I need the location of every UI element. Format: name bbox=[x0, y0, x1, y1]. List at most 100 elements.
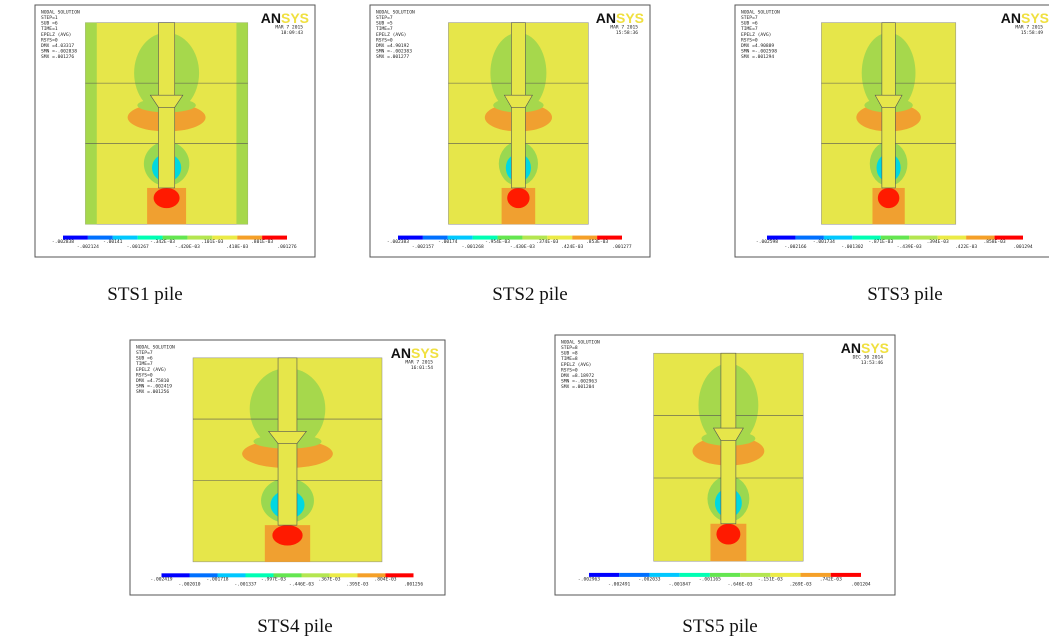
colorbar-swatch bbox=[262, 236, 287, 240]
panel-caption: STS2 pile bbox=[492, 284, 567, 305]
colorbar-label: -.001267 bbox=[127, 244, 149, 250]
timestamp: 13:53:46 bbox=[861, 360, 883, 366]
contour-red bbox=[507, 188, 529, 208]
colorbar-swatch bbox=[274, 573, 302, 577]
header-line: STEP=7 bbox=[741, 15, 758, 21]
colorbar-label: .269E-03 bbox=[789, 581, 811, 587]
header-line: DMX =4.03317 bbox=[41, 43, 74, 49]
colorbar-label: -.002157 bbox=[412, 244, 434, 250]
header-line: RSYS=0 bbox=[41, 37, 58, 43]
colorbar-label: .395E-03 bbox=[346, 582, 368, 588]
colorbar-label: -.420E-03 bbox=[175, 244, 200, 250]
logo-right: SYS bbox=[281, 10, 309, 26]
colorbar-swatch bbox=[246, 573, 274, 577]
colorbar-swatch bbox=[187, 236, 212, 240]
header-line: NODAL SOLUTION bbox=[136, 344, 175, 350]
colorbar-swatch bbox=[767, 236, 795, 240]
colorbar-label: -.342E-03 bbox=[150, 239, 175, 245]
contour-red bbox=[154, 188, 180, 208]
colorbar-label: .374E-03 bbox=[536, 239, 558, 245]
timestamp: MAR 7 2015 bbox=[610, 24, 638, 30]
logo-right: SYS bbox=[616, 10, 644, 26]
header-line: SMN =-.002963 bbox=[561, 379, 597, 385]
header-line: TIME=1 bbox=[41, 26, 58, 32]
header-line: RSYS=0 bbox=[136, 372, 153, 378]
colorbar-swatch bbox=[795, 236, 823, 240]
contour-side bbox=[85, 23, 96, 225]
timestamp: 16:01:54 bbox=[411, 365, 433, 371]
contour-red bbox=[716, 524, 740, 545]
colorbar-swatch bbox=[398, 236, 423, 240]
colorbar-swatch bbox=[162, 573, 190, 577]
header-line: NODAL SOLUTION bbox=[741, 9, 780, 15]
timestamp: MAR 7 2015 bbox=[405, 359, 433, 365]
contour-red bbox=[878, 188, 900, 208]
logo-right: SYS bbox=[861, 340, 889, 356]
header-line: STEP=7 bbox=[376, 15, 393, 21]
colorbar-label: -.446E-03 bbox=[289, 582, 314, 588]
header-line: SMN =-.002838 bbox=[41, 49, 77, 55]
colorbar-label: .801E-03 bbox=[251, 239, 273, 245]
colorbar-swatch bbox=[801, 573, 831, 577]
logo-right: SYS bbox=[1021, 10, 1049, 26]
header-line: SMX =.001277 bbox=[376, 54, 409, 60]
colorbar-swatch bbox=[770, 573, 800, 577]
colorbar-swatch bbox=[302, 573, 330, 577]
colorbar-label: -.001337 bbox=[234, 582, 256, 588]
panel-caption: STS5 pile bbox=[682, 616, 757, 637]
timestamp: DEC 30 2014 bbox=[853, 354, 884, 360]
colorbar-swatch bbox=[938, 236, 966, 240]
colorbar-swatch bbox=[649, 573, 679, 577]
colorbar-label: -.001302 bbox=[841, 244, 863, 250]
colorbar-swatch bbox=[909, 236, 937, 240]
colorbar-swatch bbox=[831, 573, 861, 577]
header-line: RSYS=0 bbox=[741, 37, 758, 43]
header-line: SMX =.001276 bbox=[41, 54, 74, 60]
colorbar-swatch bbox=[995, 236, 1023, 240]
colorbar-label: .001276 bbox=[277, 244, 297, 250]
header-line: SMX =.001204 bbox=[561, 384, 594, 390]
colorbar-swatch bbox=[330, 573, 358, 577]
colorbar-label: .367E-03 bbox=[318, 577, 340, 583]
colorbar-label: -.002010 bbox=[178, 582, 200, 588]
logo-left: AN bbox=[391, 345, 411, 361]
colorbar-swatch bbox=[547, 236, 572, 240]
colorbar-label: .001277 bbox=[612, 244, 632, 250]
colorbar-label: -.954E-03 bbox=[485, 239, 510, 245]
colorbar-swatch bbox=[881, 236, 909, 240]
colorbar-swatch bbox=[113, 236, 138, 240]
colorbar-swatch bbox=[522, 236, 547, 240]
contour-side bbox=[236, 23, 247, 225]
header-line: SMN =-.002598 bbox=[741, 49, 777, 55]
colorbar-swatch bbox=[88, 236, 113, 240]
colorbar-label: -.001734 bbox=[813, 239, 835, 245]
header-line: SUB =6 bbox=[741, 21, 758, 27]
colorbar-label: -.002124 bbox=[77, 244, 99, 250]
header-line: EPELZ (AVG) bbox=[136, 367, 166, 373]
timestamp: MAR 7 2015 bbox=[275, 24, 303, 30]
colorbar-swatch bbox=[423, 236, 448, 240]
timestamp: 15:58:36 bbox=[616, 30, 638, 36]
colorbar-label: -.002383 bbox=[387, 239, 409, 245]
logo-left: AN bbox=[841, 340, 861, 356]
colorbar-label: -.002963 bbox=[578, 576, 600, 582]
colorbar-label: .804E-03 bbox=[374, 577, 396, 583]
header-line: EPELZ (AVG) bbox=[41, 32, 71, 38]
colorbar-label: -.002033 bbox=[638, 576, 660, 582]
header-line: STEP=7 bbox=[136, 350, 153, 356]
colorbar-swatch bbox=[190, 573, 218, 577]
colorbar-swatch bbox=[138, 236, 163, 240]
colorbar-label: .853E-03 bbox=[586, 239, 608, 245]
colorbar-label: -.997E-03 bbox=[261, 577, 286, 583]
colorbar-swatch bbox=[448, 236, 473, 240]
header-line: STEP=8 bbox=[561, 345, 578, 351]
colorbar-label: -.871E-03 bbox=[868, 239, 893, 245]
colorbar-swatch bbox=[680, 573, 710, 577]
header-line: DMX =4.75810 bbox=[136, 378, 169, 384]
colorbar-label: -.002491 bbox=[608, 581, 630, 587]
colorbar-swatch bbox=[237, 236, 262, 240]
header-line: STEP=1 bbox=[41, 15, 58, 21]
